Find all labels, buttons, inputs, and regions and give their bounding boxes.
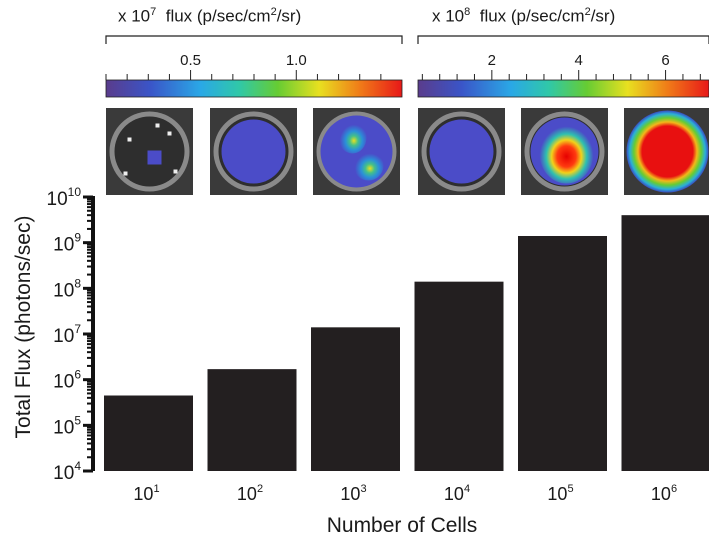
colorbar-label-left: x 107 flux (p/sec/cm2/sr) bbox=[118, 6, 301, 27]
signal-blob bbox=[338, 121, 367, 154]
reflection-speck bbox=[127, 137, 132, 142]
bar-chart: 104 105 106 107 108 109 1010 101 102 103 104 105 106… bbox=[12, 185, 709, 537]
signal-area bbox=[429, 119, 494, 184]
colorbar-tick-label: 1.0 bbox=[286, 52, 307, 69]
colorbar-label-units: flux (p/sec/cm bbox=[479, 6, 585, 26]
reflection-speck bbox=[173, 169, 178, 174]
x-tick-label: 103 bbox=[340, 483, 366, 504]
y-tick-label: 1010 bbox=[47, 185, 82, 210]
colorbar-tick-label: 2 bbox=[488, 52, 496, 69]
y-tick-label: 107 bbox=[53, 322, 81, 347]
colorbar-bracket bbox=[105, 35, 403, 44]
colorbar-gradient bbox=[105, 79, 403, 98]
colorbar-label-tail: /sr) bbox=[590, 6, 616, 26]
colorbar-label-prefix: x 10 bbox=[432, 6, 465, 26]
wells-group bbox=[106, 108, 709, 195]
reflection-speck bbox=[155, 123, 160, 128]
bar bbox=[621, 215, 709, 471]
y-tick-label: 108 bbox=[53, 276, 81, 301]
colorbar-label-right: x 108 flux (p/sec/cm2/sr) bbox=[432, 6, 615, 27]
well-image bbox=[624, 108, 709, 195]
colorbar-gradient bbox=[417, 79, 709, 98]
colorbar-label-units: flux (p/sec/cm bbox=[165, 6, 271, 26]
colorbar-tick-label: 4 bbox=[575, 52, 583, 69]
colorbar-label-exponent: 7 bbox=[150, 6, 157, 18]
x-tick-label: 104 bbox=[444, 483, 470, 504]
colorbar-label-prefix: x 10 bbox=[118, 6, 151, 26]
well-image bbox=[313, 108, 400, 195]
y-tick-label: 105 bbox=[53, 413, 81, 438]
y-tick-label: 109 bbox=[53, 231, 81, 256]
x-tick-label: 102 bbox=[237, 483, 263, 504]
well-image bbox=[418, 108, 505, 195]
colorbar-tick-label: 0.5 bbox=[180, 52, 201, 69]
colorbar-label-exponent: 8 bbox=[464, 6, 471, 18]
x-axis-title: Number of Cells bbox=[327, 514, 478, 537]
bar bbox=[414, 281, 504, 471]
signal-area bbox=[626, 110, 709, 193]
colorbar-tick-label: 6 bbox=[661, 52, 669, 69]
well-image bbox=[210, 108, 297, 195]
signal-blob bbox=[539, 123, 594, 184]
colorbar-label-tail: /sr) bbox=[276, 6, 302, 26]
y-tick-label: 106 bbox=[53, 368, 81, 393]
colorbars-group: 0.5 1.0 2 4 6 bbox=[105, 35, 709, 98]
signal-area bbox=[221, 119, 286, 184]
colorbar-label-units-exp: 2 bbox=[270, 6, 277, 18]
well-image bbox=[106, 108, 193, 195]
bar bbox=[311, 327, 400, 471]
x-tick-label: 106 bbox=[651, 483, 677, 504]
signal-blob bbox=[353, 150, 384, 181]
x-tick-label: 101 bbox=[133, 483, 159, 504]
bar bbox=[207, 369, 297, 471]
y-axis-title: Total Flux (photons/sec) bbox=[12, 216, 35, 439]
colorbar-bracket bbox=[417, 35, 709, 44]
y-tick-label: 104 bbox=[53, 459, 81, 484]
x-tick-label: 105 bbox=[547, 483, 573, 504]
colorbar-label-units-exp: 2 bbox=[584, 6, 591, 18]
well-image bbox=[521, 108, 608, 195]
reflection-speck bbox=[167, 131, 172, 136]
signal-spot bbox=[147, 150, 162, 165]
bar bbox=[104, 395, 193, 471]
reflection-speck bbox=[123, 171, 128, 176]
bar bbox=[518, 235, 607, 471]
